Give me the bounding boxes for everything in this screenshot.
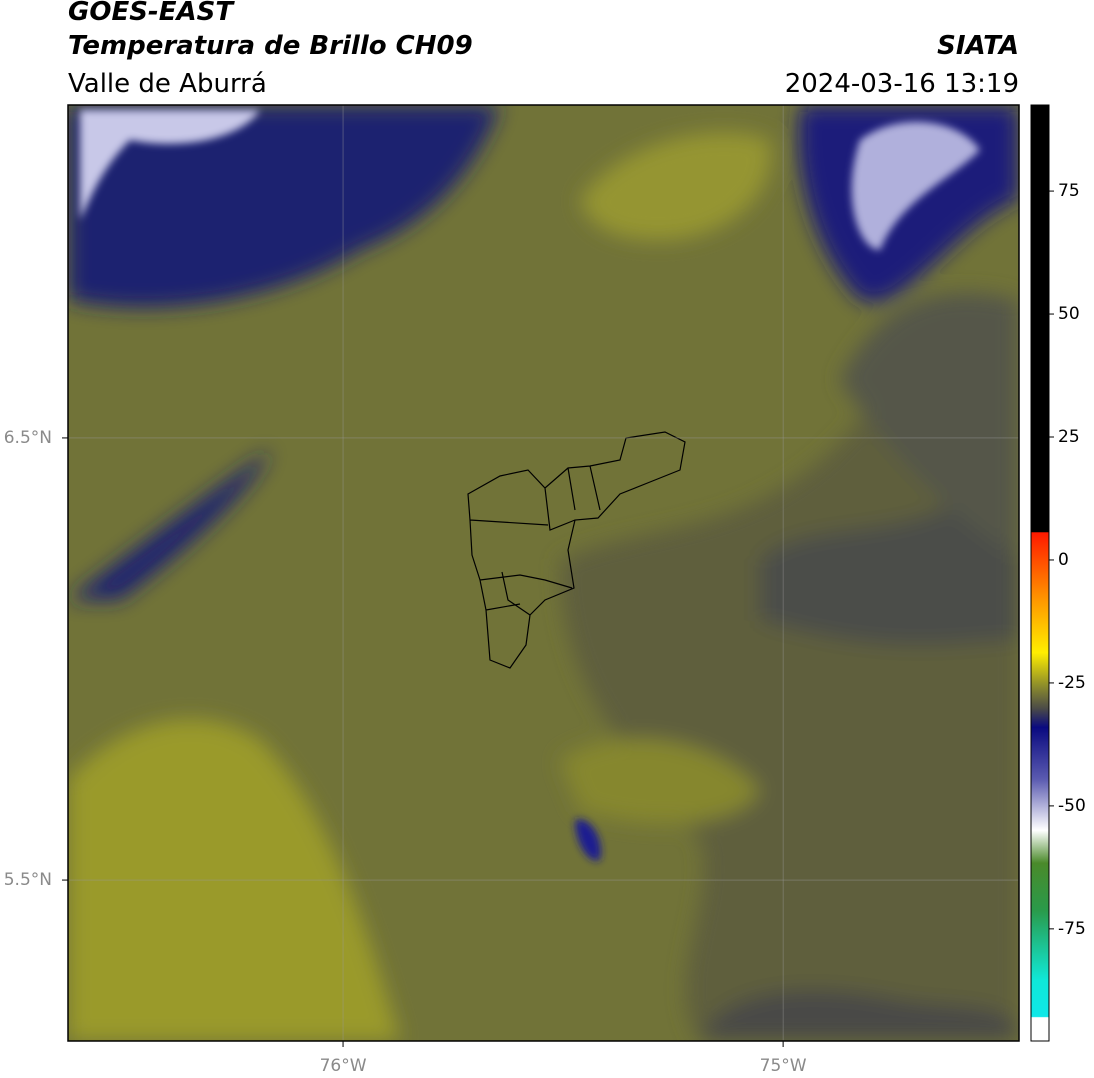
cold-core (80, 110, 260, 220)
colorbar-tick-label: 0 (1058, 550, 1069, 570)
warm-region (580, 132, 772, 240)
lon-tick-label: 76°W (320, 1056, 367, 1076)
lat-tick-label: 6.5°N (4, 428, 52, 448)
subtitle: Temperatura de Brillo CH09 (68, 31, 473, 61)
source: SIATA (937, 31, 1019, 61)
colorbar-tick-label: 75 (1058, 181, 1080, 201)
lon-tick-label: 75°W (760, 1056, 807, 1076)
cold-cores (80, 110, 980, 861)
title: GOES-EAST (68, 0, 235, 27)
colorbar (1030, 104, 1050, 1042)
map-field (68, 105, 1019, 1041)
colorbar-tick-label: 25 (1058, 427, 1080, 447)
cold-core (851, 121, 980, 251)
field-shading (68, 105, 1019, 1041)
dark-region (840, 292, 1019, 560)
dark-region (760, 500, 1019, 645)
map-frame (67, 104, 1020, 1042)
colorbar-tick-label: 50 (1058, 304, 1080, 324)
graticule (68, 105, 1019, 1041)
dark-region (700, 990, 1019, 1041)
region: Valle de Aburrá (68, 69, 267, 99)
lat-tick-label: 5.5°N (4, 870, 52, 890)
colorbar-tick-label: -50 (1058, 796, 1086, 816)
cold-core (575, 819, 601, 861)
warm-region (560, 738, 760, 824)
colorbar-tick-label: -25 (1058, 673, 1086, 693)
cold-cloud (68, 450, 270, 600)
datetime: 2024-03-16 13:19 (785, 69, 1019, 99)
cold-cloud (68, 105, 500, 308)
municipality-outline (467, 431, 686, 669)
colorbar-tick-label: -75 (1058, 919, 1086, 939)
